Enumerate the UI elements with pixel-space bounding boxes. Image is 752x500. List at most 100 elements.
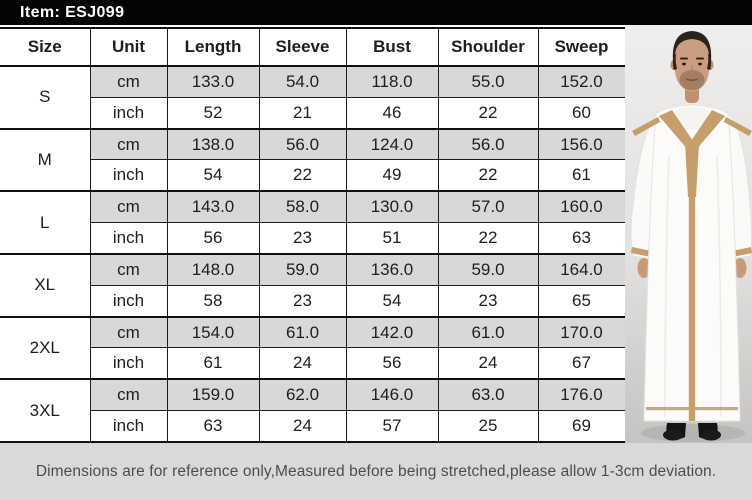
- size-label: S: [0, 65, 91, 130]
- chest-trim-panel: [685, 143, 699, 197]
- shoulder-inch-value: 22: [437, 96, 539, 130]
- hem-trim: [646, 407, 738, 411]
- cm-row: S cm 133.0 54.0 118.0 55.0 152.0: [0, 65, 626, 130]
- sleeve-inch-value: 23: [258, 222, 347, 255]
- length-inch-value: 54: [166, 159, 260, 192]
- size-chart: Size Unit Length Sleeve Bust Shoulder Sw…: [0, 27, 626, 443]
- size-group-3xl: 3XL cm 159.0 62.0 146.0 63.0 176.0 inch …: [0, 378, 626, 443]
- bust-inch-value: 49: [345, 159, 439, 192]
- size-label: XL: [0, 253, 91, 318]
- unit-label: inch: [89, 284, 168, 318]
- shoulder-cm-value: 59.0: [437, 253, 539, 286]
- unit-label: inch: [89, 222, 168, 255]
- bust-inch-value: 46: [345, 96, 439, 130]
- length-cm-value: 133.0: [166, 65, 260, 98]
- inch-row: inch 58 23 54 23 65: [0, 284, 626, 318]
- col-header-shoulder: Shoulder: [437, 27, 539, 67]
- cm-row: L cm 143.0 58.0 130.0 57.0 160.0: [0, 190, 626, 255]
- right-shoulder-trim: [724, 117, 752, 136]
- size-group-2xl: 2XL cm 154.0 61.0 142.0 61.0 170.0 inch …: [0, 316, 626, 380]
- size-group-s: S cm 133.0 54.0 118.0 55.0 152.0 inch 52…: [0, 65, 626, 130]
- bust-cm-value: 142.0: [345, 316, 439, 349]
- hair: [672, 31, 712, 61]
- unit-label: cm: [89, 378, 168, 412]
- sweep-cm-value: 164.0: [537, 253, 626, 286]
- inch-row: inch 52 21 46 22 60: [0, 96, 626, 130]
- product-photo: [625, 25, 752, 443]
- unit-label: cm: [89, 316, 168, 349]
- footer-note-bar: Dimensions are for reference only,Measur…: [0, 443, 752, 500]
- sweep-inch-value: 69: [537, 410, 626, 443]
- size-label: 3XL: [0, 378, 91, 443]
- cm-row: XL cm 148.0 59.0 136.0 59.0 164.0: [0, 253, 626, 318]
- cm-row: 2XL cm 154.0 61.0 142.0 61.0 170.0: [0, 316, 626, 380]
- right-eye: [698, 62, 702, 66]
- floor-shadow: [641, 424, 745, 442]
- sweep-cm-value: 160.0: [537, 190, 626, 224]
- mouth: [685, 78, 699, 81]
- col-header-sleeve: Sleeve: [258, 27, 347, 67]
- col-header-sweep: Sweep: [537, 27, 626, 67]
- sleeve-cm-value: 54.0: [258, 65, 347, 98]
- left-hand: [637, 258, 651, 278]
- bust-cm-value: 130.0: [345, 190, 439, 224]
- bust-cm-value: 118.0: [345, 65, 439, 98]
- shoulder-inch-value: 22: [437, 159, 539, 192]
- bust-cm-value: 136.0: [345, 253, 439, 286]
- sweep-cm-value: 170.0: [537, 316, 626, 349]
- unit-label: cm: [89, 65, 168, 98]
- col-header-unit: Unit: [89, 27, 168, 67]
- shoulder-inch-value: 23: [437, 284, 539, 318]
- col-header-bust: Bust: [345, 27, 439, 67]
- col-header-size: Size: [0, 27, 91, 67]
- shoulder-cm-value: 56.0: [437, 128, 539, 161]
- sweep-cm-value: 176.0: [537, 378, 626, 412]
- hair-side-left: [672, 54, 677, 70]
- length-cm-value: 138.0: [166, 128, 260, 161]
- bust-cm-value: 124.0: [345, 128, 439, 161]
- bust-inch-value: 57: [345, 410, 439, 443]
- unit-label: cm: [89, 128, 168, 161]
- size-label: M: [0, 128, 91, 192]
- sleeve-cm-value: 56.0: [258, 128, 347, 161]
- sleeve-inch-value: 24: [258, 410, 347, 443]
- length-inch-value: 52: [166, 96, 260, 130]
- shoulder-inch-value: 24: [437, 347, 539, 380]
- sweep-inch-value: 67: [537, 347, 626, 380]
- unit-label: cm: [89, 253, 168, 286]
- size-label: L: [0, 190, 91, 255]
- size-group-l: L cm 143.0 58.0 130.0 57.0 160.0 inch 56…: [0, 190, 626, 255]
- length-inch-value: 58: [166, 284, 260, 318]
- length-cm-value: 159.0: [166, 378, 260, 412]
- bust-cm-value: 146.0: [345, 378, 439, 412]
- length-inch-value: 61: [166, 347, 260, 380]
- sleeve-inch-value: 21: [258, 96, 347, 130]
- title-bar: Item: ESJ099: [0, 0, 752, 25]
- bust-inch-value: 56: [345, 347, 439, 380]
- right-shoe-toe: [701, 429, 721, 441]
- unit-label: inch: [89, 410, 168, 443]
- left-collar-trim: [659, 110, 695, 151]
- header-row: Size Unit Length Sleeve Bust Shoulder Sw…: [0, 27, 626, 67]
- shoulder-cm-value: 63.0: [437, 378, 539, 412]
- size-group-xl: XL cm 148.0 59.0 136.0 59.0 164.0 inch 5…: [0, 253, 626, 318]
- inch-row: inch 54 22 49 22 61: [0, 159, 626, 192]
- length-cm-value: 143.0: [166, 190, 260, 224]
- sleeve-inch-value: 24: [258, 347, 347, 380]
- model-illustration: [625, 25, 752, 443]
- inch-row: inch 63 24 57 25 69: [0, 410, 626, 443]
- face: [674, 34, 710, 92]
- unit-label: inch: [89, 347, 168, 380]
- inch-row: inch 56 23 51 22 63: [0, 222, 626, 255]
- undershirt-neckline: [675, 107, 709, 133]
- unit-label: cm: [89, 190, 168, 224]
- sleeve-cm-value: 61.0: [258, 316, 347, 349]
- bust-inch-value: 51: [345, 222, 439, 255]
- sleeve-cm-value: 58.0: [258, 190, 347, 224]
- length-cm-value: 148.0: [166, 253, 260, 286]
- left-shoulder-trim: [632, 117, 660, 136]
- inch-row: inch 61 24 56 24 67: [0, 347, 626, 380]
- item-code-label: Item: ESJ099: [20, 3, 125, 21]
- hair-side-right: [707, 54, 712, 70]
- sleeve-inch-value: 22: [258, 159, 347, 192]
